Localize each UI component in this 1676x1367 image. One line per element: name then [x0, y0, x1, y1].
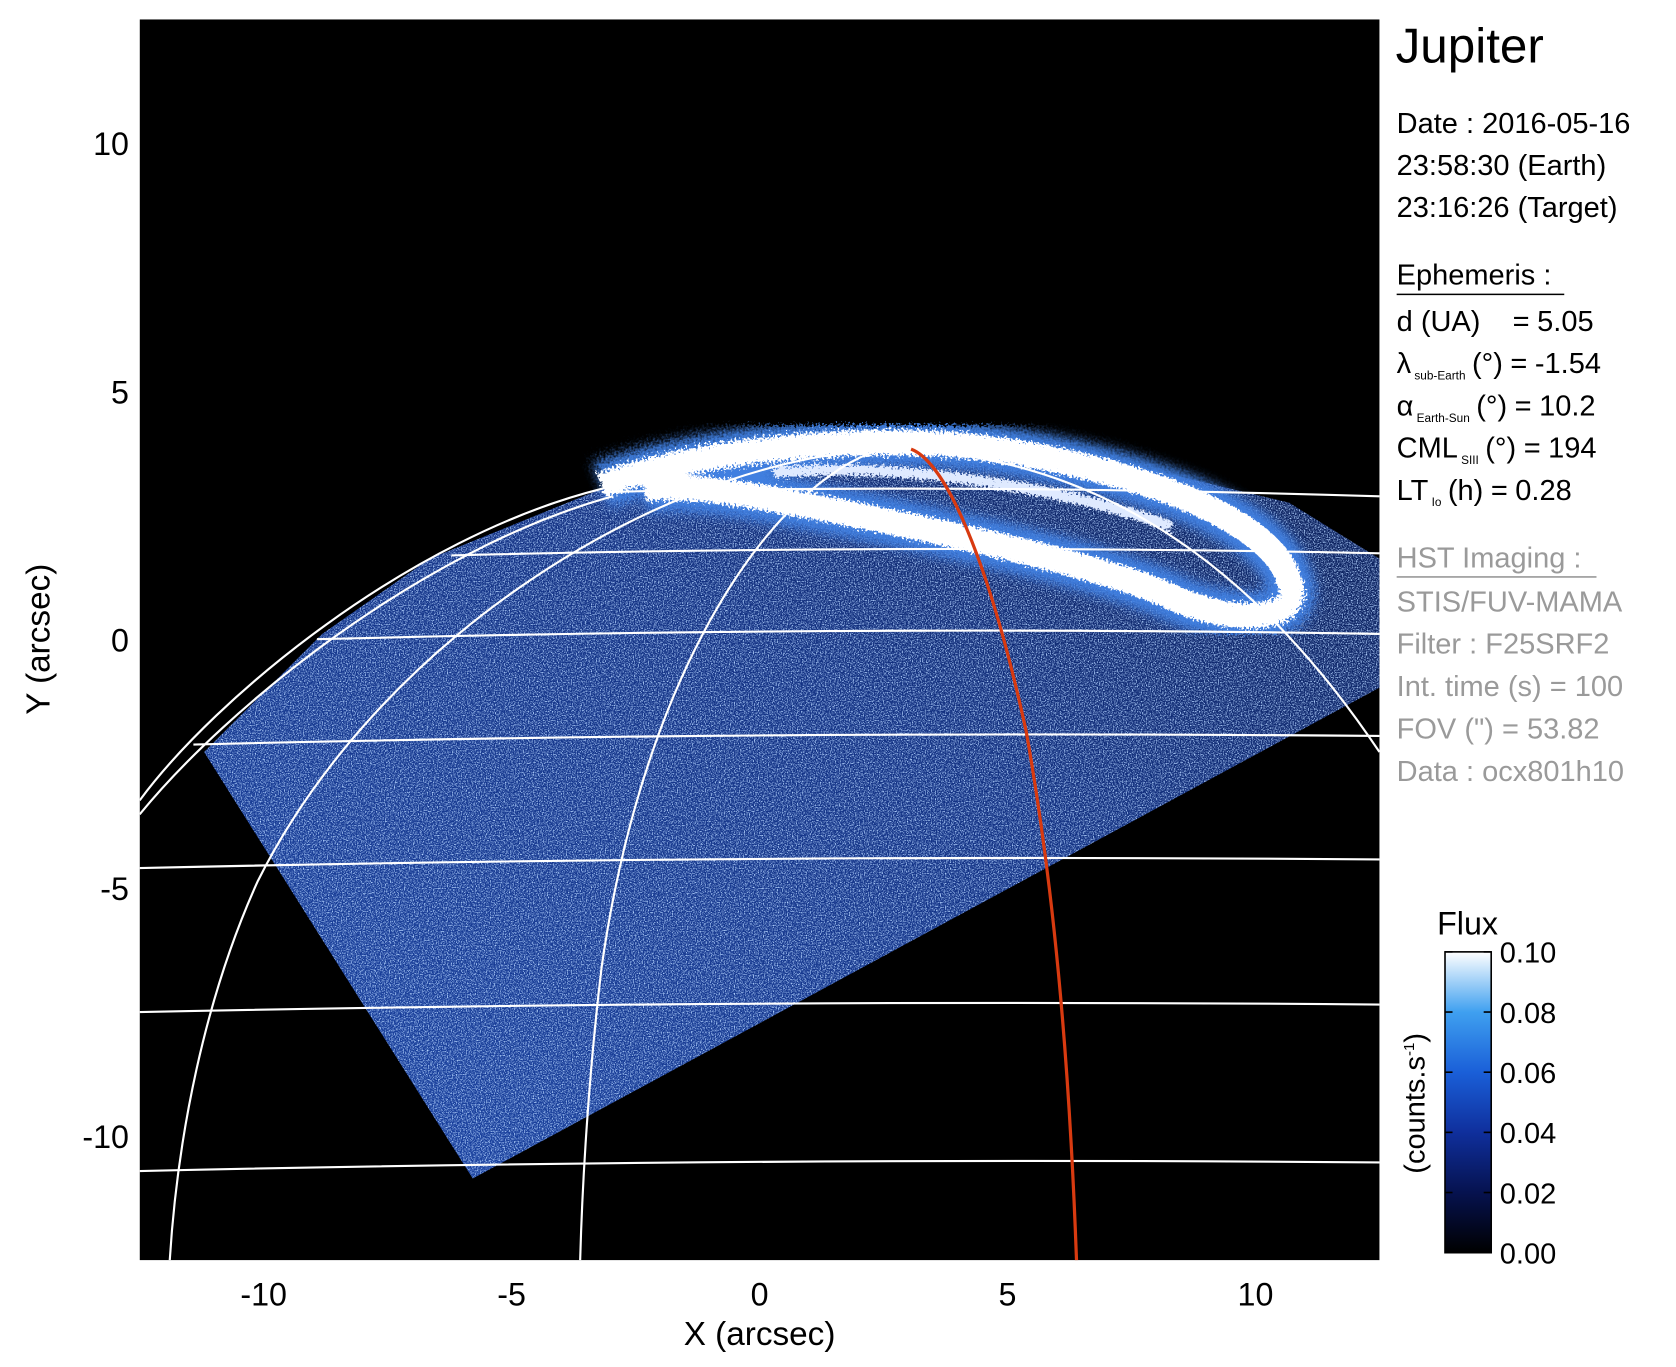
- plot-image: [139, 19, 1380, 1261]
- colorbar-tick-label: 0.08: [1500, 998, 1556, 1030]
- longitude-line: [923, 450, 1380, 753]
- colorbar-label-text: (counts.s: [1400, 1056, 1432, 1174]
- colorbar-tick-label: 0.10: [1500, 938, 1556, 970]
- ephemeris-subscript: sub-Earth: [1414, 369, 1465, 383]
- latitude-line: [139, 1159, 1380, 1173]
- longitude-line: [579, 448, 882, 1261]
- colorbar-title: Flux: [1437, 906, 1498, 942]
- y-tick-label: 10: [93, 126, 129, 162]
- ephemeris-subscript: Earth-Sun: [1417, 411, 1470, 425]
- chart-title: Jupiter: [1396, 18, 1544, 73]
- ephemeris-symbol: λ: [1397, 348, 1412, 380]
- axes: -10 -5 0 5 10 -10 -5 0 5 10: [82, 126, 1273, 1312]
- x-tick-label: 10: [1238, 1276, 1274, 1312]
- colorbar-tick-label: 0.00: [1500, 1238, 1556, 1270]
- x-axis-label: X (arcsec): [684, 1316, 836, 1353]
- colorbar-tick-label: 0.04: [1500, 1118, 1556, 1150]
- ephemeris-symbol: CML: [1397, 433, 1458, 465]
- ephemeris-unit: (°): [1476, 390, 1507, 422]
- x-tick-label: -5: [497, 1276, 526, 1312]
- detector-noise: [204, 440, 1380, 1179]
- imaging-line: STIS/FUV-MAMA: [1397, 586, 1623, 618]
- ephemeris: d (UA) = 5.05λ sub-Earth (°) = -1.54α Earth-Sun…: [1397, 306, 1601, 509]
- ephemeris-subscript: Io: [1432, 495, 1442, 509]
- ephemeris-row: d (UA) = 5.05: [1397, 306, 1594, 338]
- latitude-line: [316, 629, 1380, 641]
- ephemeris-row: CML SIII (°) = 194: [1397, 433, 1597, 467]
- limb: [139, 448, 881, 802]
- ephemeris-relation: =: [1510, 348, 1527, 380]
- date-line: 23:58:30 (Earth): [1397, 150, 1607, 182]
- latitude-line: [139, 856, 1380, 870]
- ephemeris-value: 0.28: [1515, 475, 1571, 507]
- imaging-line: Int. time (s) = 100: [1397, 671, 1623, 703]
- ephemeris-row: LT Io (h) = 0.28: [1397, 475, 1572, 509]
- y-tick-label: 0: [111, 623, 129, 659]
- ephemeris-row: λ sub-Earth (°) = -1.54: [1397, 348, 1601, 382]
- aurora: [592, 418, 1316, 640]
- limb-inner: [139, 495, 613, 816]
- ephemeris-symbol: α: [1397, 390, 1414, 422]
- central-meridian: [910, 447, 1079, 1261]
- x-tick-label: 0: [751, 1276, 769, 1312]
- date-line: 23:16:26 (Target): [1397, 192, 1618, 224]
- ephemeris-relation: =: [1524, 433, 1541, 465]
- longitude-line: [168, 450, 860, 1261]
- imaging-line: FOV (") = 53.82: [1397, 714, 1600, 746]
- y-axis-label: Y (arcsec): [20, 564, 57, 715]
- imaging-heading: HST Imaging :: [1397, 542, 1582, 574]
- date-line: Date : 2016-05-16: [1397, 108, 1631, 140]
- imaging-info: STIS/FUV-MAMA Filter : F25SRF2 Int. time (…: [1397, 586, 1624, 788]
- colorbar-label: (counts.s-1): [1400, 1033, 1432, 1174]
- ephemeris-unit: (°): [1485, 433, 1516, 465]
- aurora-oval: [596, 429, 1305, 629]
- ephemeris-value: 10.2: [1539, 390, 1595, 422]
- ephemeris-unit: (°): [1472, 348, 1503, 380]
- colorbar-label-end: ): [1400, 1033, 1432, 1043]
- y-tick-label: 5: [111, 374, 129, 410]
- colorbar-tick-label: 0.06: [1500, 1058, 1556, 1090]
- graticule: [139, 448, 1380, 1261]
- colorbar-tick-label: 0.02: [1500, 1178, 1556, 1210]
- ephemeris-relation: =: [1513, 306, 1530, 338]
- ephemeris-unit: (h): [1448, 475, 1483, 507]
- ephemeris-symbol: d (UA): [1397, 306, 1481, 338]
- imaging-line: Data : ocx801h10: [1397, 756, 1624, 788]
- ephemeris-row: α Earth-Sun (°) = 10.2: [1397, 390, 1596, 424]
- ephemeris-value: -1.54: [1535, 348, 1601, 380]
- ephemeris-value: 194: [1548, 433, 1596, 465]
- ephemeris-relation: =: [1515, 390, 1532, 422]
- y-tick-label: -5: [100, 871, 129, 907]
- x-tick-label: 5: [999, 1276, 1017, 1312]
- ephemeris-symbol: LT: [1397, 475, 1429, 507]
- latitude-line: [193, 733, 1380, 746]
- ephemeris-relation: =: [1491, 475, 1508, 507]
- ephemeris-value: 5.05: [1537, 306, 1593, 338]
- ephemeris-subscript: SIII: [1461, 453, 1479, 467]
- y-tick-label: -10: [82, 1119, 129, 1155]
- ephemeris-heading: Ephemeris :: [1397, 260, 1552, 292]
- imaging-line: Filter : F25SRF2: [1397, 629, 1610, 661]
- aurora-inner: [773, 464, 1173, 532]
- colorbar-label-sup: -1: [1401, 1043, 1418, 1056]
- latitude-line: [601, 487, 1380, 498]
- colorbar: 0.00 0.02 0.04 0.06 0.08 0.10: [1444, 938, 1556, 1270]
- latitude-line: [139, 1001, 1380, 1014]
- colorbar-fill: [1444, 951, 1493, 1254]
- x-tick-label: -10: [240, 1276, 287, 1312]
- latitude-line: [451, 547, 1380, 557]
